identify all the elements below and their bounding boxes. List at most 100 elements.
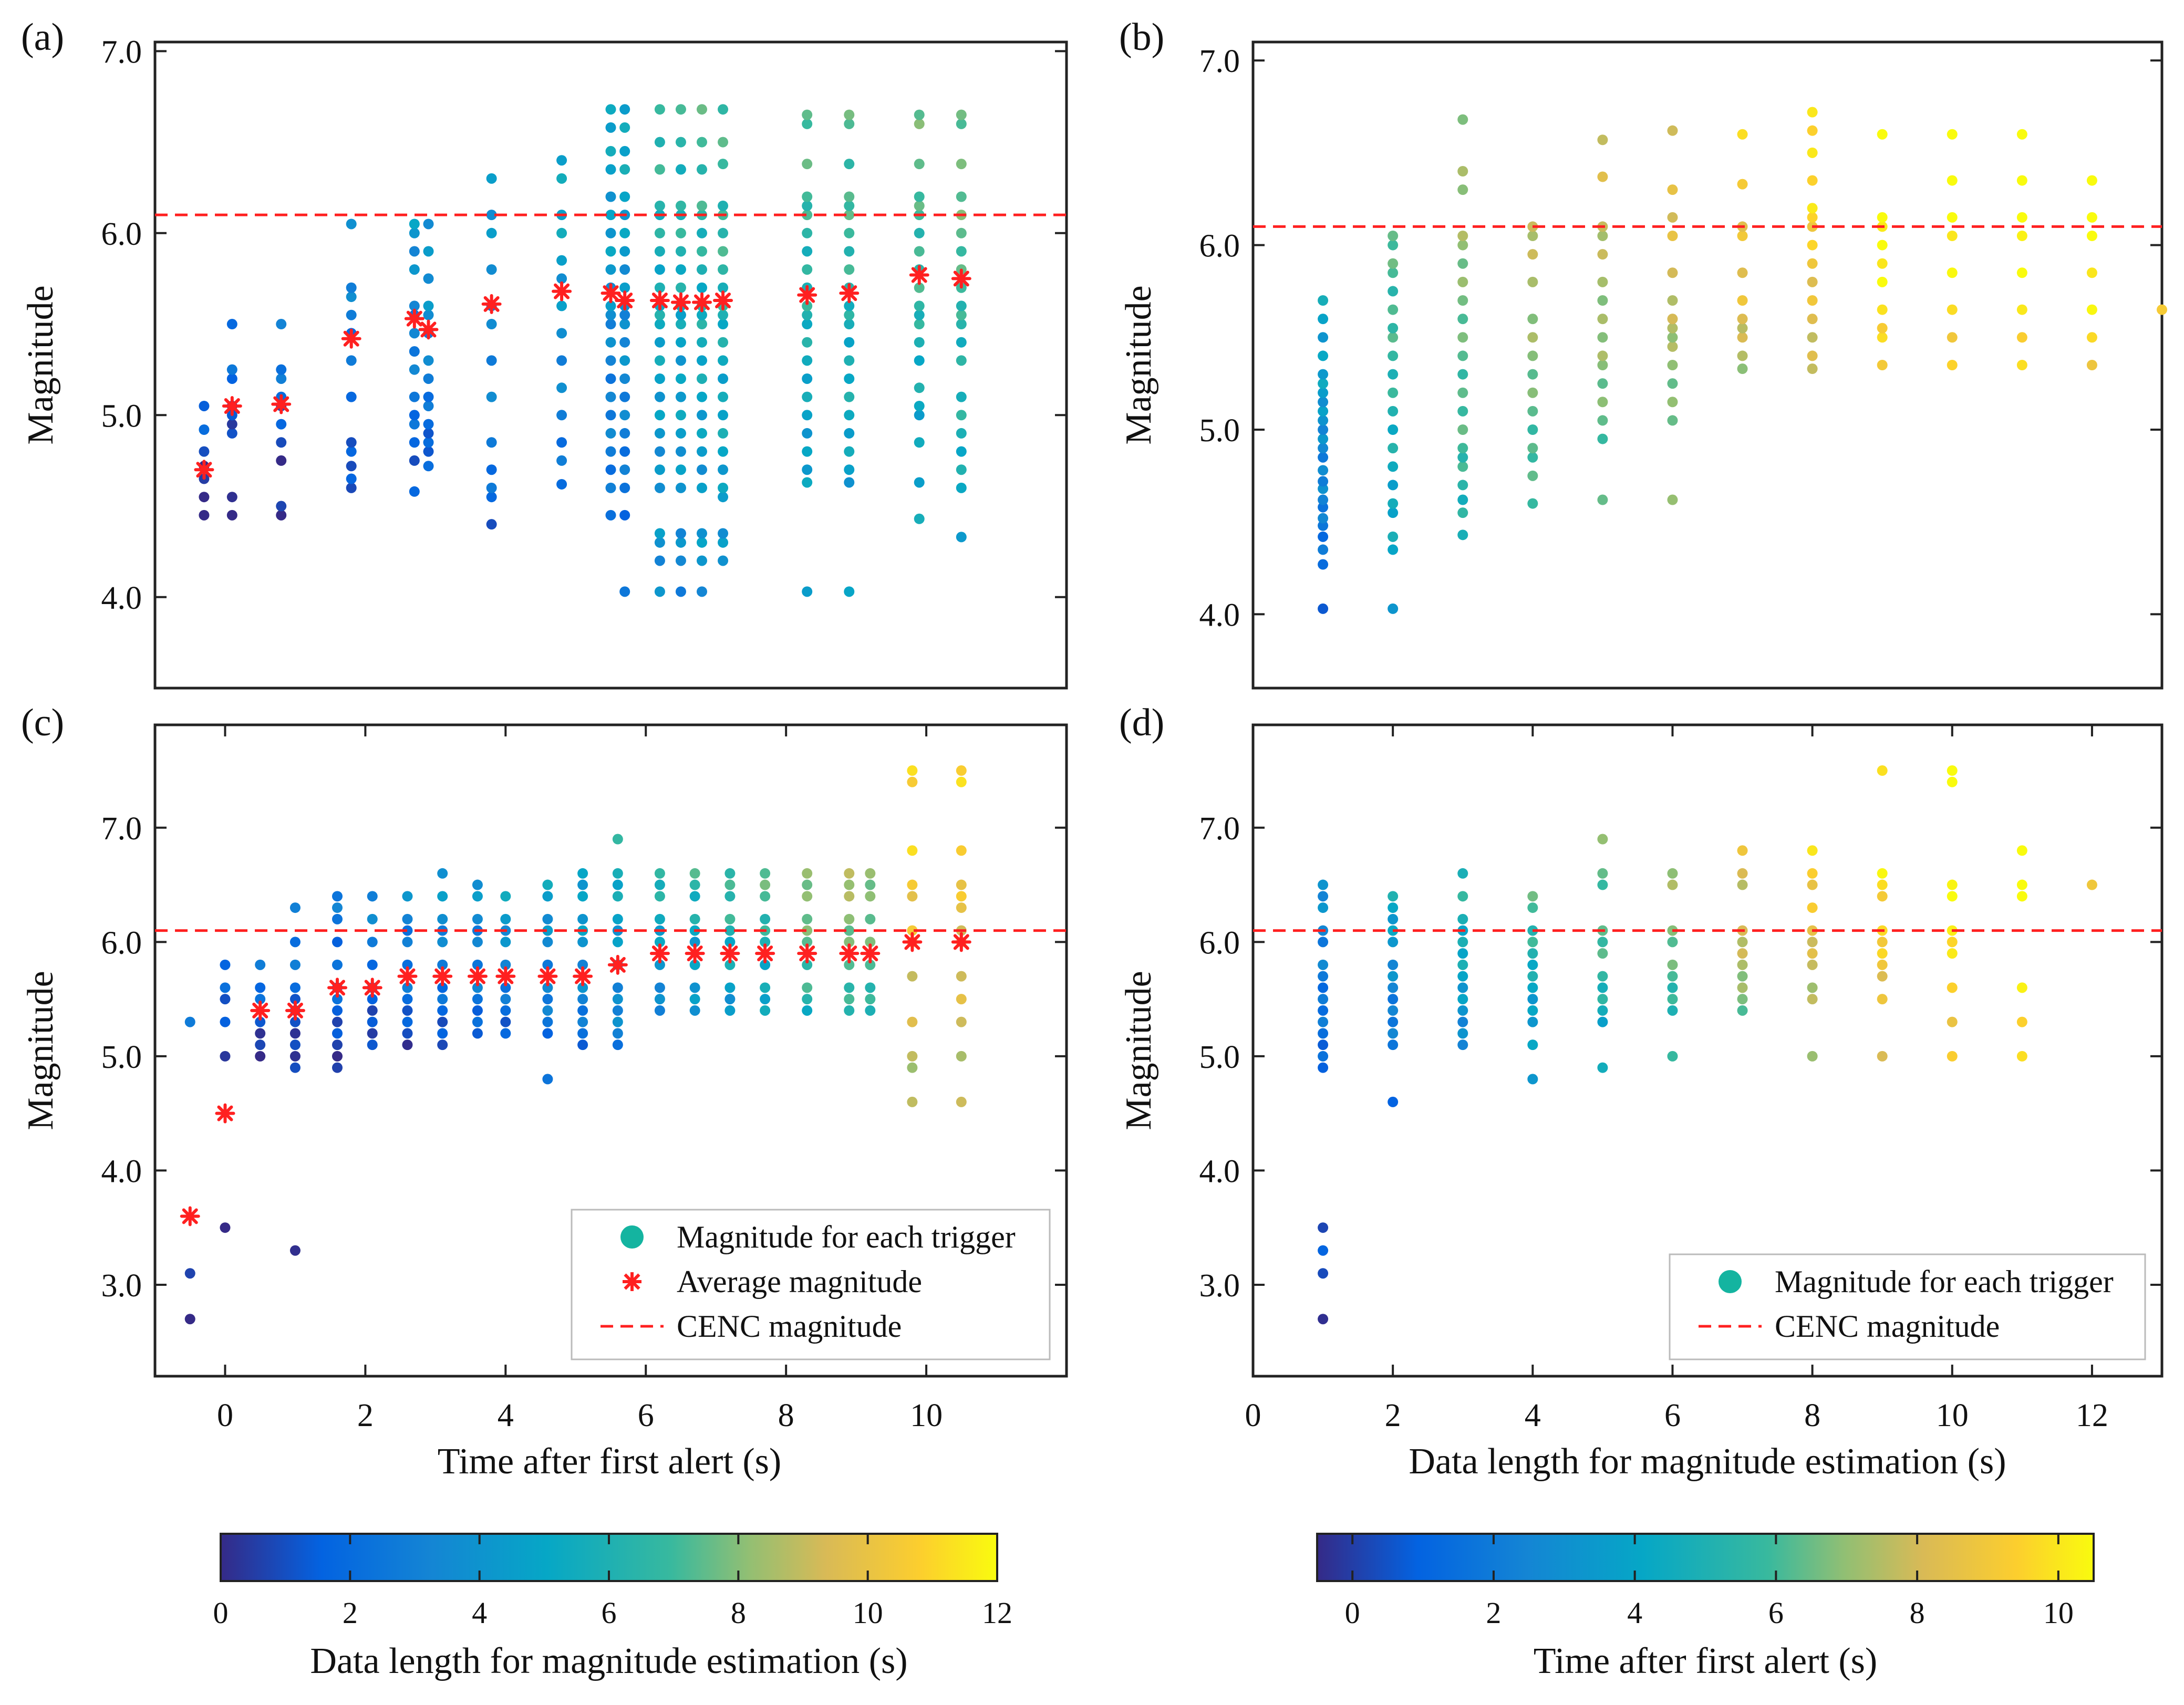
colorbar-tick-label: 4 xyxy=(472,1596,487,1630)
trigger-point xyxy=(1527,369,1538,380)
trigger-point xyxy=(1388,507,1399,518)
average-marker xyxy=(180,1206,200,1226)
trigger-point xyxy=(402,1005,413,1016)
trigger-point xyxy=(402,982,413,993)
trigger-point xyxy=(697,464,707,475)
trigger-point xyxy=(437,959,448,970)
trigger-point xyxy=(718,282,729,293)
trigger-point xyxy=(697,309,707,320)
trigger-point xyxy=(1807,295,1818,306)
trigger-point xyxy=(802,373,813,384)
legend-box xyxy=(571,1209,1051,1360)
trigger-point xyxy=(1737,868,1748,879)
trigger-point xyxy=(675,319,686,330)
trigger-point xyxy=(718,137,729,148)
trigger-point xyxy=(605,319,616,330)
trigger-point xyxy=(184,1314,195,1325)
trigger-point xyxy=(1527,937,1538,948)
trigger-point xyxy=(1457,982,1468,993)
trigger-point xyxy=(542,959,553,970)
trigger-point xyxy=(332,891,343,902)
trigger-point xyxy=(1457,184,1468,195)
trigger-point xyxy=(577,937,588,948)
trigger-point xyxy=(1388,286,1399,297)
trigger-point xyxy=(907,1062,918,1073)
trigger-point xyxy=(332,959,343,970)
trigger-point xyxy=(605,145,616,157)
trigger-point xyxy=(689,913,700,924)
trigger-point xyxy=(619,191,630,202)
trigger-point xyxy=(1947,175,1958,186)
trigger-point xyxy=(1877,994,1888,1005)
trigger-point xyxy=(542,1028,553,1039)
trigger-point xyxy=(802,937,813,948)
trigger-point xyxy=(914,300,925,311)
trigger-point xyxy=(605,464,616,475)
trigger-point xyxy=(1597,1005,1608,1016)
trigger-point xyxy=(1807,868,1818,879)
y-tick-label: 6.0 xyxy=(1199,228,1240,264)
trigger-point xyxy=(844,109,855,120)
trigger-point xyxy=(844,391,855,402)
legend-entry-label: CENC magnitude xyxy=(1775,1309,2000,1344)
trigger-point xyxy=(1667,971,1678,982)
trigger-point xyxy=(1527,470,1538,481)
trigger-point xyxy=(802,959,813,970)
trigger-point xyxy=(1737,314,1748,325)
trigger-point xyxy=(865,937,876,948)
trigger-point xyxy=(1388,387,1399,398)
trigger-point xyxy=(1947,1051,1958,1062)
trigger-point xyxy=(619,282,630,293)
trigger-point xyxy=(654,164,665,175)
trigger-point xyxy=(402,913,413,924)
trigger-point xyxy=(1318,378,1329,389)
trigger-point xyxy=(802,925,813,936)
trigger-point xyxy=(1667,868,1678,879)
trigger-point xyxy=(718,246,729,257)
trigger-point xyxy=(2016,360,2027,370)
trigger-point xyxy=(276,501,287,512)
average-marker xyxy=(222,396,242,416)
trigger-point xyxy=(956,1016,967,1027)
average-marker-stroke xyxy=(483,296,500,312)
trigger-point xyxy=(1457,406,1468,417)
trigger-point xyxy=(409,328,420,339)
trigger-point xyxy=(276,510,287,521)
panel-label-a: (a) xyxy=(21,16,64,59)
trigger-point xyxy=(367,1039,378,1051)
trigger-point xyxy=(619,373,630,384)
trigger-point xyxy=(1597,350,1608,361)
trigger-point xyxy=(437,913,448,924)
trigger-point xyxy=(2016,231,2027,241)
trigger-point xyxy=(654,937,665,948)
trigger-point xyxy=(1597,868,1608,879)
trigger-point xyxy=(1318,415,1329,426)
trigger-point xyxy=(220,982,231,993)
trigger-point xyxy=(486,319,497,330)
trigger-point xyxy=(437,1039,448,1051)
average-marker-stroke xyxy=(672,294,689,310)
trigger-point xyxy=(2086,212,2097,223)
trigger-point xyxy=(844,300,855,311)
trigger-point xyxy=(486,492,497,503)
trigger-point xyxy=(423,446,434,457)
trigger-point xyxy=(802,246,813,257)
trigger-point xyxy=(844,446,855,457)
average-marker xyxy=(432,966,453,986)
trigger-point xyxy=(689,959,700,970)
trigger-point xyxy=(226,364,237,375)
average-marker-stroke xyxy=(399,968,416,984)
trigger-point xyxy=(724,982,736,993)
trigger-point xyxy=(220,1222,231,1233)
trigger-point xyxy=(1527,350,1538,361)
trigger-point xyxy=(914,513,925,524)
trigger-point xyxy=(605,164,616,175)
trigger-point xyxy=(255,1039,266,1051)
trigger-point xyxy=(184,1016,195,1027)
trigger-point xyxy=(1388,902,1399,913)
trigger-point xyxy=(1667,378,1678,389)
trigger-point xyxy=(1737,350,1748,361)
trigger-point xyxy=(255,1016,266,1027)
trigger-point xyxy=(437,1028,448,1039)
